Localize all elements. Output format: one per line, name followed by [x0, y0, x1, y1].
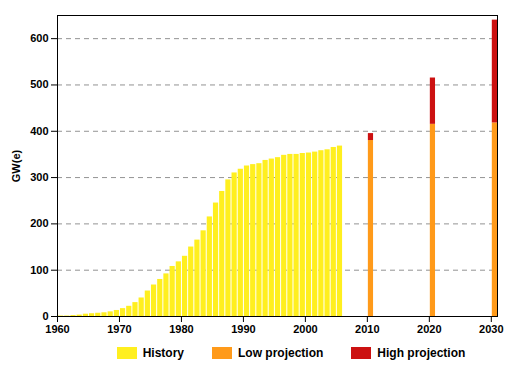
svg-text:1960: 1960: [45, 323, 69, 335]
svg-text:200: 200: [30, 217, 48, 229]
svg-text:2000: 2000: [293, 323, 317, 335]
svg-text:2020: 2020: [417, 323, 441, 335]
svg-text:300: 300: [30, 171, 48, 183]
html-text:Low projection: Low projection: [238, 346, 324, 360]
svg-text:2010: 2010: [355, 323, 379, 335]
html-text:High projection: High projection: [377, 346, 466, 360]
svg-text:600: 600: [30, 32, 48, 44]
svg-text:1980: 1980: [169, 323, 193, 335]
svg-text:1970: 1970: [107, 323, 131, 335]
svg-text:1990: 1990: [231, 323, 255, 335]
svg-text:0: 0: [42, 310, 48, 322]
svg-text:2030: 2030: [479, 323, 503, 335]
svg-text:GW(e): GW(e): [10, 149, 22, 182]
svg-text:400: 400: [30, 125, 48, 137]
html-text:History: History: [142, 346, 184, 360]
svg-text:100: 100: [30, 264, 48, 276]
svg-text:500: 500: [30, 78, 48, 90]
